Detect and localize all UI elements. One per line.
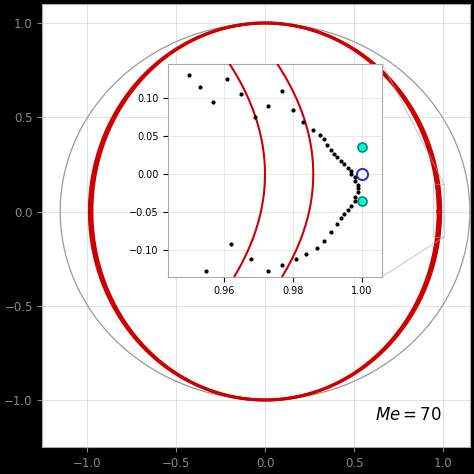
- Text: $\mathit{Me} = 70$: $\mathit{Me} = 70$: [375, 407, 442, 424]
- Bar: [433, 184, 444, 237]
